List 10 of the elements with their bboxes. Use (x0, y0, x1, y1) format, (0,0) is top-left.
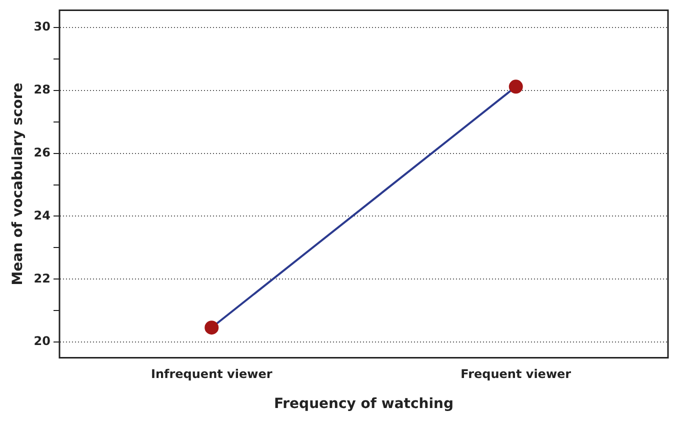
y-tick-label: 30 (34, 20, 50, 34)
y-axis-title: Mean of vocabulary score (10, 82, 26, 286)
y-tick-label: 20 (34, 334, 50, 348)
x-axis-title: Frequency of watching (274, 396, 454, 412)
y-tick-label: 28 (34, 82, 50, 97)
y-tick-label: 24 (34, 208, 50, 222)
y-tick-label: 26 (34, 145, 50, 160)
x-tick-label: Frequent viewer (460, 367, 572, 382)
x-tick-label: Infrequent viewer (151, 367, 272, 382)
y-tick-label: 22 (34, 271, 50, 286)
